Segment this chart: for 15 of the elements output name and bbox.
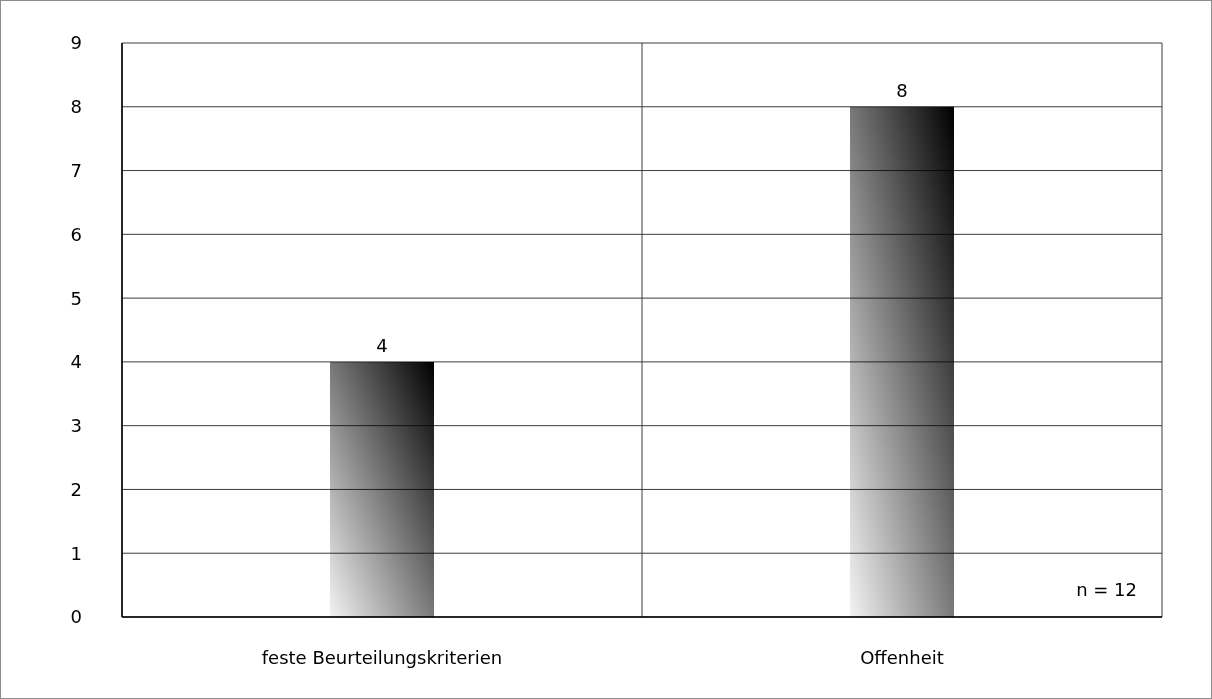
x-tick-label: feste Beurteilungskriterien bbox=[261, 646, 503, 668]
data-label: 4 bbox=[376, 334, 388, 356]
y-tick-label: 7 bbox=[70, 159, 82, 181]
x-tick-label: Offenheit bbox=[860, 646, 944, 668]
y-tick-label: 3 bbox=[70, 415, 82, 437]
y-tick-label: 9 bbox=[70, 32, 82, 54]
annotation: n = 12 bbox=[1076, 579, 1137, 600]
data-label: 8 bbox=[896, 79, 908, 101]
y-tick-label: 5 bbox=[70, 287, 82, 309]
y-tick-label: 6 bbox=[70, 223, 82, 245]
y-tick-label: 0 bbox=[70, 606, 82, 628]
y-tick-label: 4 bbox=[70, 351, 82, 373]
y-tick-label: 2 bbox=[70, 478, 82, 500]
y-tick-label: 1 bbox=[70, 542, 82, 564]
y-tick-label: 8 bbox=[70, 96, 82, 118]
